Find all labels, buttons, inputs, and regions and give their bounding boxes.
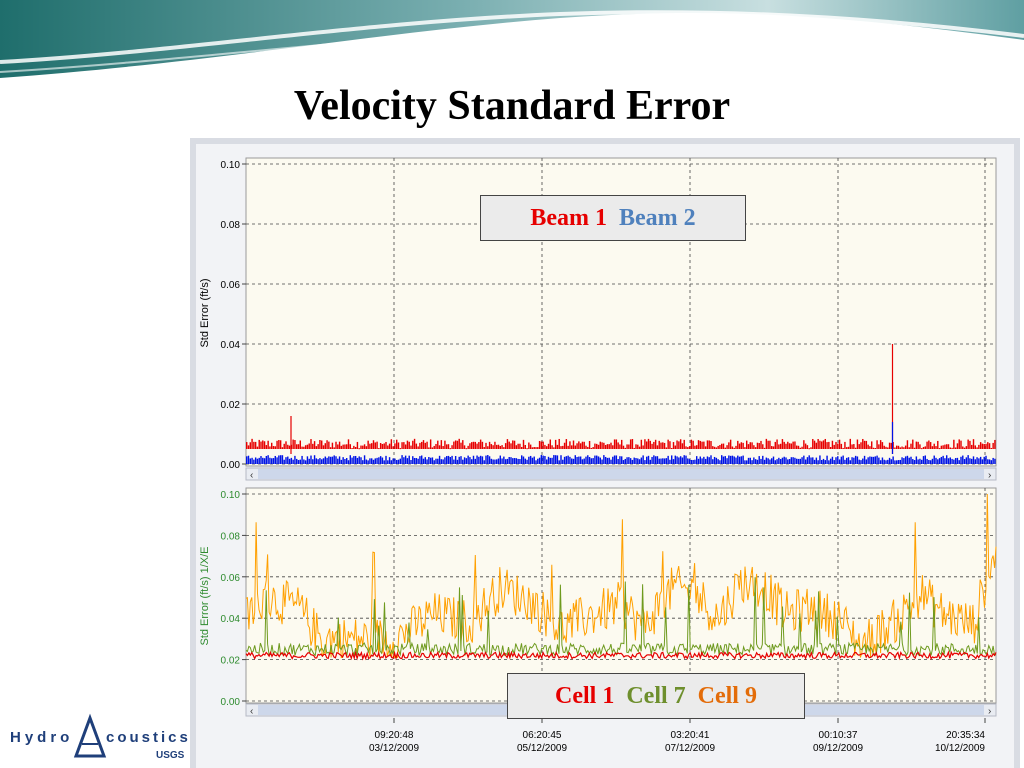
legend-beam-2: Beam 2 [619,205,696,231]
cell-y-axis: 0.10 0.08 0.06 0.04 0.02 0.00 [221,490,246,708]
beam-y-axis: 0.10 0.08 0.06 0.04 0.02 0.00 [221,160,246,471]
beam-y-tick: 0.06 [221,280,241,291]
x-tick-date: 09/12/2009 [813,743,863,754]
beam-scroll-left-icon[interactable]: ‹ [250,470,253,481]
beam-legend: Beam 1 Beam 2 [480,195,746,241]
time-axis: 09:20:48 03/12/2009 06:20:45 05/12/2009 03:2… [369,718,986,754]
cell-scroll-left-icon[interactable]: ‹ [250,706,253,717]
logo-right-text: coustics [106,729,191,746]
beam-series [246,344,996,464]
series-cell-1 [245,650,997,661]
x-tick-date: 03/12/2009 [369,743,419,754]
beam-scrollbar[interactable]: ‹ › [245,467,997,481]
cell-series [245,493,997,661]
cell-y-tick: 0.02 [221,656,241,667]
slide-title: Velocity Standard Error [293,83,731,129]
cell-legend: Cell 1 Cell 7 Cell 9 [507,673,805,719]
beam-y-tick: 0.04 [221,340,241,351]
beam-grid [246,158,996,465]
beam-y-label: Std Error (ft/s) [199,278,211,347]
cell-y-tick: 0.00 [221,697,241,708]
cell-scroll-right-icon[interactable]: › [988,706,991,717]
cell-y-tick: 0.08 [221,531,241,542]
cell-y-tick: 0.06 [221,573,241,584]
header-banner [0,0,1024,80]
legend-cell-1: Cell 1 [555,683,615,709]
x-tick-time: 00:10:37 [819,730,858,741]
logo-a-icon [73,713,107,758]
legend-beam-1: Beam 1 [530,205,607,231]
x-tick-time: 06:20:45 [523,730,562,741]
cell-y-tick: 0.10 [221,490,241,501]
hydroacoustics-logo: Hydro coustics USGS [10,713,191,761]
legend-cell-9: Cell 9 [697,683,757,709]
x-tick-date: 10/12/2009 [935,743,985,754]
beam-y-tick: 0.10 [221,160,241,171]
logo-usgs-text: USGS [156,750,185,761]
cell-y-label: Std Error (ft/s) 1/X/E [199,546,211,645]
x-tick-date: 07/12/2009 [665,743,715,754]
beam-y-tick: 0.08 [221,220,241,231]
beam-y-tick: 0.00 [221,460,241,471]
x-tick-time: 03:20:41 [671,730,710,741]
legend-cell-7: Cell 7 [626,683,686,709]
series-cell-9 [245,493,997,658]
series-beam-2 [246,455,996,464]
beam-scroll-right-icon[interactable]: › [988,470,991,481]
cell-y-tick: 0.04 [221,614,241,625]
series-cell-7 [245,577,997,658]
x-tick-date: 05/12/2009 [517,743,567,754]
beam-y-tick: 0.02 [221,400,241,411]
x-tick-time: 09:20:48 [375,730,414,741]
logo-left-text: Hydro [10,729,73,746]
series-beam-1 [246,438,996,450]
x-tick-time: 20:35:34 [946,730,985,741]
